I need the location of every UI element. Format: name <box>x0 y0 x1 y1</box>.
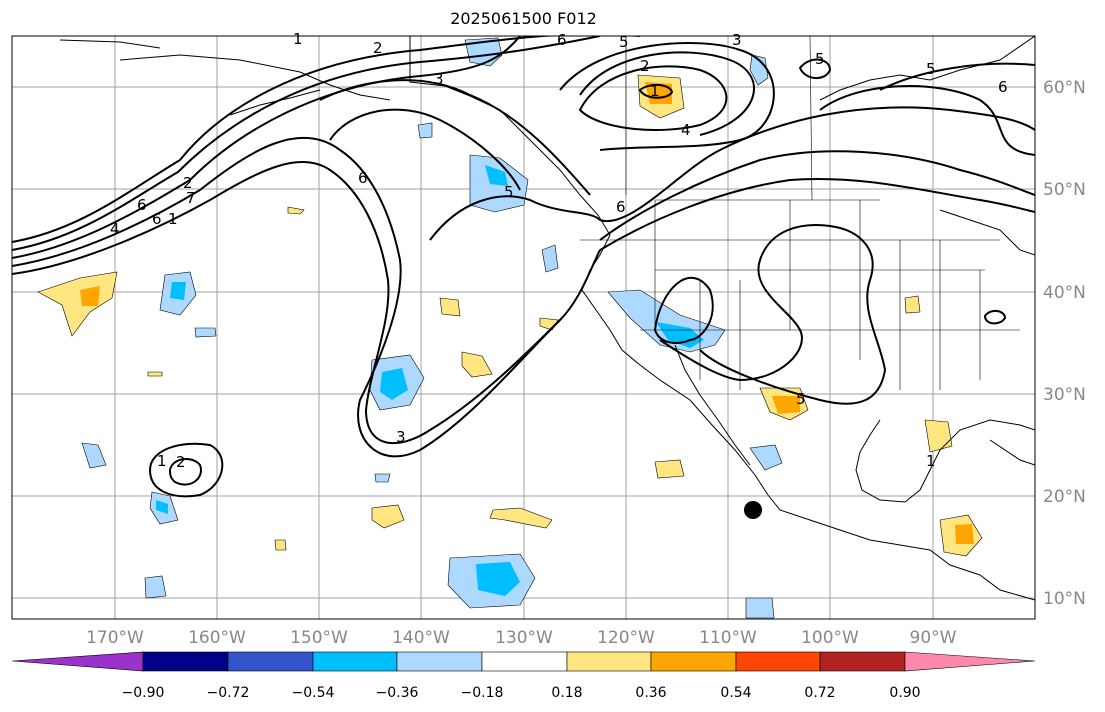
contour-label: 3 <box>434 70 444 88</box>
lon-tick-label: 110°W <box>699 628 757 648</box>
colorbar-tick-label: −0.90 <box>122 685 165 701</box>
lat-tick-label: 30°N <box>1043 385 1086 405</box>
contour-label: 3 <box>732 31 742 49</box>
lon-tick-label: 120°W <box>597 628 655 648</box>
contour-label: 1 <box>157 452 167 470</box>
lat-tick-label: 60°N <box>1043 78 1086 98</box>
longitude-axis: 170°W 160°W 150°W 140°W 130°W 120°W 110°… <box>86 628 957 648</box>
colorbar-segment <box>650 651 737 672</box>
colorbar-segment <box>566 651 652 672</box>
colorbar-tick-label: 0.72 <box>804 685 835 701</box>
lon-tick-label: 100°W <box>801 628 859 648</box>
colorbar-tick-label: −0.18 <box>461 685 504 701</box>
contour-label: 5 <box>504 183 514 201</box>
contour-label: 4 <box>681 121 691 139</box>
colorbar-ticks: −0.90 −0.72 −0.54 −0.36 −0.18 0.18 0.36 … <box>122 685 921 701</box>
colorbar-tick-label: −0.36 <box>376 685 419 701</box>
plot-frame <box>11 35 1036 620</box>
colorbar-tick-label: 0.36 <box>635 685 666 701</box>
colorbar-segment <box>735 651 821 672</box>
colorbar-segment <box>396 651 483 672</box>
contour-label: 5 <box>796 390 806 408</box>
contour-label: 6 <box>152 210 162 228</box>
contour-label: 4 <box>110 220 120 238</box>
lat-tick-label: 50°N <box>1043 180 1086 200</box>
contour-label: 6 <box>358 169 368 187</box>
colorbar-segment <box>819 651 906 672</box>
contour-label: 6 <box>557 31 567 49</box>
contour-label: 5 <box>815 50 825 68</box>
contour-label: 2 <box>183 174 193 192</box>
contour-label: 1 <box>168 210 178 228</box>
contour-label: 2 <box>176 453 186 471</box>
colorbar-segment <box>481 651 568 672</box>
contour-label: 2 <box>373 39 383 57</box>
lat-tick-label: 20°N <box>1043 487 1086 507</box>
contour-label: 1 <box>926 452 936 470</box>
contour-label: 3 <box>396 428 406 446</box>
contour-label: 6 <box>998 78 1008 96</box>
latitude-axis: 10°N 20°N 30°N 40°N 50°N 60°N <box>1043 78 1086 609</box>
colorbar-tick-label: 0.90 <box>889 685 920 701</box>
negative-anomaly-core <box>156 165 704 596</box>
positive-anomaly-core <box>80 82 974 544</box>
lon-tick-label: 140°W <box>392 628 450 648</box>
colorbar-segment <box>227 651 314 672</box>
colorbar-segment <box>312 651 398 672</box>
contour-label-group: 1 2 3 6 5 3 5 6 5 2 1 4 5 6 2 6 4 1 7 6 … <box>110 30 1008 471</box>
contour-label: 2 <box>640 57 650 75</box>
lat-tick-label: 40°N <box>1043 283 1086 303</box>
colorbar-tick-label: 0.18 <box>551 685 582 701</box>
colorbar-tick-label: −0.54 <box>292 685 335 701</box>
contour-label: 6 <box>137 196 147 214</box>
colorbar <box>11 651 1036 672</box>
contour-label: 1 <box>293 30 303 48</box>
chart-title: 2025061500 F012 <box>450 9 597 28</box>
lat-tick-label: 10°N <box>1043 589 1086 609</box>
lon-tick-label: 90°W <box>910 628 957 648</box>
colorbar-extend-high <box>904 651 1036 672</box>
contour-lines <box>12 36 1035 498</box>
state-borders <box>580 36 1020 390</box>
contour-label: 5 <box>926 60 936 78</box>
storm-position-marker <box>744 501 762 519</box>
lon-tick-label: 170°W <box>86 628 144 648</box>
colorbar-segment <box>142 651 229 672</box>
colorbar-tick-label: −0.72 <box>207 685 250 701</box>
contour-label: 6 <box>616 198 626 216</box>
contour-label: 7 <box>186 189 196 207</box>
contour-label: 5 <box>619 33 629 51</box>
lon-tick-label: 130°W <box>495 628 553 648</box>
colorbar-extend-low <box>11 651 144 672</box>
lon-tick-label: 160°W <box>188 628 246 648</box>
contour-label: 1 <box>650 82 660 100</box>
colorbar-tick-label: 0.54 <box>720 685 751 701</box>
lon-tick-label: 150°W <box>290 628 348 648</box>
